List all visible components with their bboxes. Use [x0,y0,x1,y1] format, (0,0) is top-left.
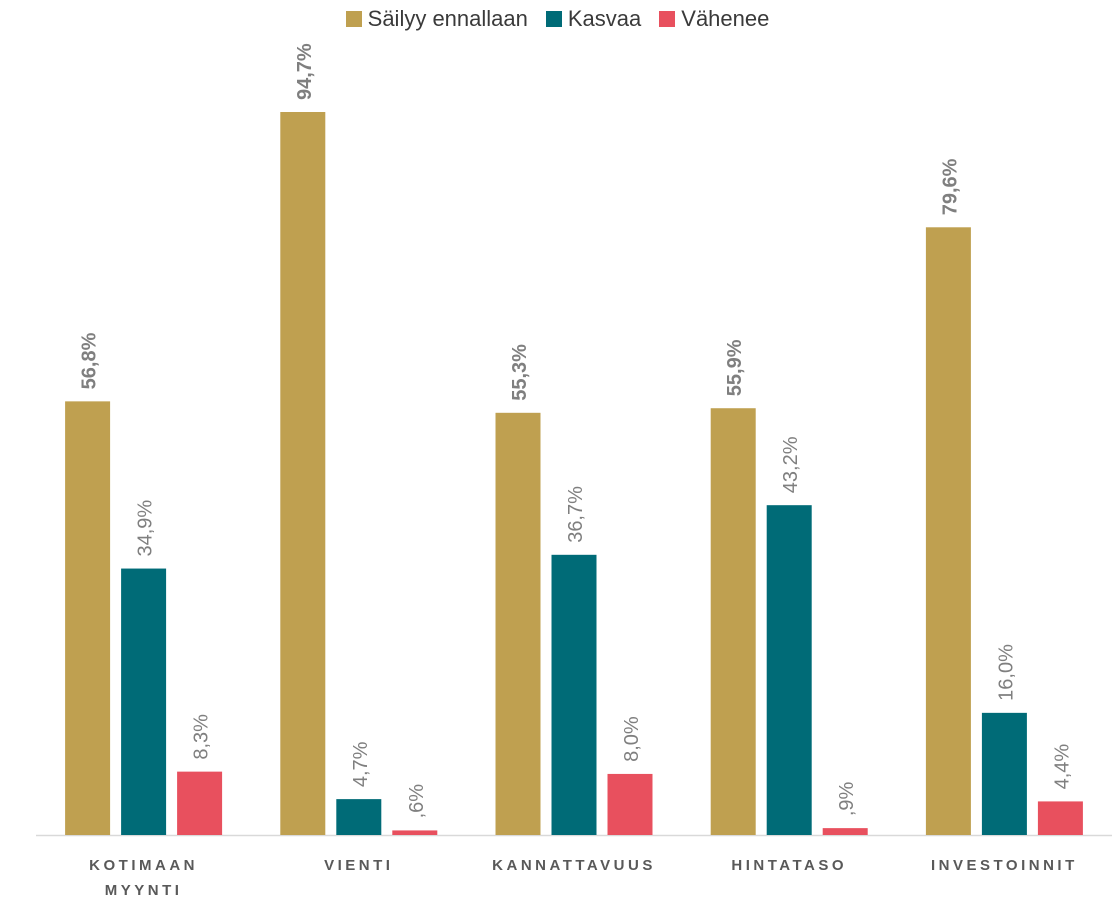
data-label-1-4: 16,0% [995,644,1017,701]
data-label-2-1: ,6% [406,784,428,819]
bar-vahenee-3 [822,828,868,835]
bar-kasvaa-1 [336,799,382,835]
bar-vahenee-0 [177,771,223,835]
bar-sailyy-0 [65,401,111,835]
data-label-0-2: 55,3% [509,344,531,401]
bar-kasvaa-2 [551,554,597,835]
data-label-2-0: 8,3% [191,714,213,760]
legend-swatch-vahenee [659,11,676,27]
category-label-0-line-0: KOTIMAAN [89,857,198,874]
legend: Säilyy ennallaan Kasvaa Vähenee [0,6,1115,32]
data-label-2-3: ,9% [836,781,858,816]
bar-kasvaa-4 [981,712,1027,835]
legend-item-sailyy: Säilyy ennallaan [345,6,528,32]
legend-item-kasvaa: Kasvaa [545,6,642,32]
bar-sailyy-2 [495,412,541,835]
data-label-0-1: 94,7% [294,43,316,100]
legend-swatch-sailyy [345,11,362,27]
data-label-0-3: 55,9% [724,339,746,396]
category-label-4: INVESTOINNIT [931,857,1078,874]
legend-swatch-kasvaa [545,11,562,27]
category-label-2: KANNATTAVUUS [492,857,656,874]
legend-label-vahenee: Vähenee [681,6,770,31]
data-label-0-4: 79,6% [939,158,961,215]
data-label-1-2: 36,7% [565,486,587,543]
category-label-0-line-1: MYYNTI [105,882,183,899]
data-label-1-0: 34,9% [135,500,157,557]
bar-sailyy-4 [925,227,971,835]
bar-sailyy-3 [710,408,756,835]
bar-vahenee-4 [1037,801,1083,835]
bar-vahenee-2 [607,773,653,835]
category-label-3: HINTATASO [731,857,847,874]
category-label-1: VIENTI [324,857,393,874]
bar-sailyy-1 [280,112,326,835]
legend-label-kasvaa: Kasvaa [567,6,642,31]
data-label-2-2: 8,0% [621,716,643,762]
data-label-1-3: 43,2% [780,436,802,493]
bar-kasvaa-0 [121,568,167,835]
data-label-2-4: 4,4% [1051,744,1073,790]
data-label-0-0: 56,8% [79,332,101,389]
bar-vahenee-1 [392,830,438,835]
data-label-1-1: 4,7% [350,741,372,787]
bar-kasvaa-3 [766,505,812,835]
legend-label-sailyy: Säilyy ennallaan [367,6,528,31]
legend-item-vahenee: Vähenee [659,6,769,32]
